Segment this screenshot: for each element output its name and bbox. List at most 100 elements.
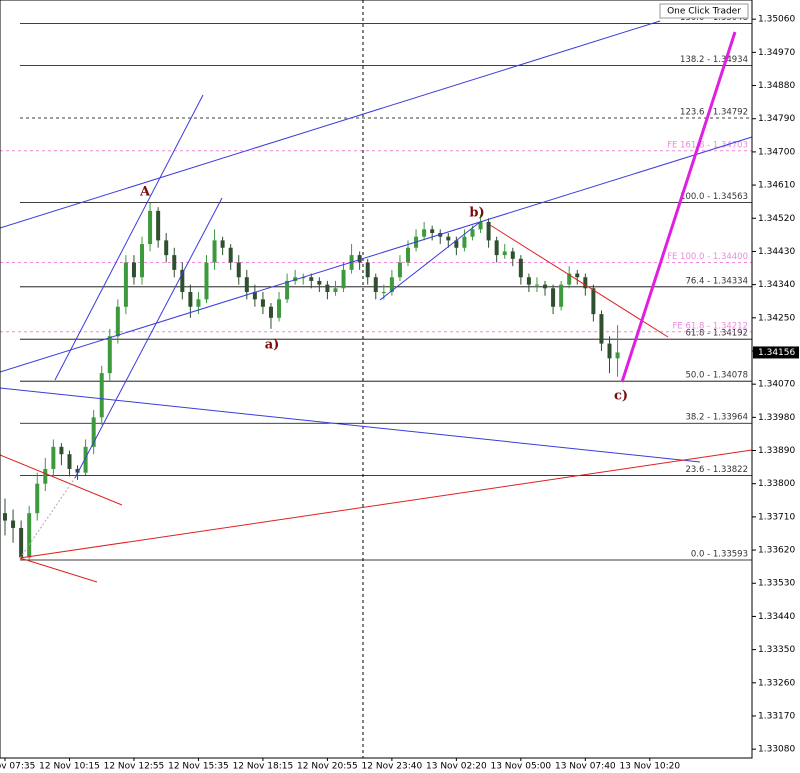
candle-body: [188, 291, 193, 307]
x-tick-label: 12 Nov 12:55: [104, 762, 165, 772]
candle-body: [446, 236, 451, 241]
candle-body: [422, 229, 427, 237]
candle-body: [333, 288, 338, 292]
y-tick-label: 1.34790: [758, 114, 795, 124]
candle-body: [357, 255, 362, 263]
candle-body: [75, 468, 80, 473]
y-tick-label: 1.33350: [758, 645, 795, 655]
candle-body: [228, 247, 233, 263]
x-tick-label: 13 Nov 02:20: [426, 762, 487, 772]
fib-label: 0.0 - 1.33593: [691, 550, 748, 560]
x-tick-label: 12 Nov 15:35: [168, 762, 229, 772]
fib-label: 50.0 - 1.34078: [685, 371, 748, 381]
candle-body: [543, 284, 548, 289]
candle-body: [59, 446, 64, 455]
candle-body: [534, 284, 539, 286]
y-tick-label: 1.33800: [758, 479, 795, 489]
candle-body: [51, 446, 56, 469]
candle-body: [277, 299, 282, 318]
candle-body: [3, 513, 7, 521]
candle-body: [583, 277, 588, 289]
candle-body: [325, 284, 330, 292]
candle-body: [91, 417, 96, 447]
fe-label: FE 161.8 - 1.34703: [667, 140, 748, 150]
trendline: [19, 477, 76, 559]
candle-body: [591, 288, 596, 315]
x-tick-label: 12 Nov 20:55: [297, 762, 358, 772]
candle-body: [381, 291, 386, 293]
candle-body: [309, 277, 314, 281]
current-price-box: [753, 346, 799, 359]
candle-body: [99, 373, 104, 418]
one-click-panel[interactable]: [659, 3, 749, 19]
candle-body: [67, 454, 72, 469]
candle-body: [131, 262, 136, 278]
candle-body: [575, 273, 580, 278]
candle-body: [454, 240, 459, 248]
candle-body: [599, 314, 604, 344]
candle-body: [470, 229, 475, 237]
x-tick-label: 13 Nov 07:40: [555, 762, 616, 772]
trendline: [379, 221, 481, 301]
candle-body: [148, 210, 153, 245]
candle-body: [164, 240, 169, 256]
x-tick-label: 12 Nov 23:40: [362, 762, 423, 772]
candle-body: [518, 258, 523, 278]
candle-body: [494, 240, 499, 256]
candle-body: [341, 269, 346, 289]
trendline: [19, 449, 753, 559]
x-tick-label: 12 Nov 10:15: [39, 762, 100, 772]
y-tick-label: 1.34520: [758, 214, 795, 224]
candle-body: [19, 527, 24, 558]
candle-body: [196, 299, 201, 307]
trendline: [0, 136, 753, 373]
candle-body: [204, 262, 209, 300]
fib-label: 100.0 - 1.34563: [680, 192, 748, 202]
fe-label: FE 61.8 - 1.34212: [672, 321, 748, 331]
trendline: [74, 197, 223, 479]
fib-label: 123.6 - 1.34792: [680, 107, 748, 117]
x-tick-label: 13 Nov 10:20: [619, 762, 680, 772]
plot-frame: [0, 0, 753, 759]
fib-label: 138.2 - 1.34934: [680, 55, 748, 65]
candle-body: [615, 352, 620, 359]
candle-body: [607, 343, 612, 359]
candle-body: [478, 221, 483, 230]
candle-body: [510, 251, 515, 259]
candle-body: [252, 291, 257, 300]
y-tick-label: 1.33080: [758, 745, 795, 755]
y-tick-label: 1.34700: [758, 147, 795, 157]
y-tick-label: 1.34610: [758, 181, 795, 191]
wave-label: a): [265, 338, 280, 353]
candle-body: [172, 255, 177, 270]
candle-body: [397, 262, 402, 278]
candle-body: [11, 520, 16, 528]
candle-body: [27, 513, 32, 558]
candle-body: [220, 240, 225, 248]
fib-label: 38.2 - 1.33964: [685, 413, 748, 423]
candle-body: [365, 262, 370, 278]
fib-label: 23.6 - 1.33822: [685, 465, 748, 475]
candle-body: [107, 336, 112, 374]
candle-body: [317, 280, 322, 285]
fib-label: 76.4 - 1.34334: [685, 276, 748, 286]
candle-body: [430, 229, 435, 234]
trendline: [0, 454, 123, 506]
fe-label: FE 100.0 - 1.34400: [667, 252, 748, 262]
y-tick-label: 1.33170: [758, 711, 795, 721]
y-tick-label: 1.34880: [758, 81, 795, 91]
candle-body: [293, 277, 298, 281]
y-tick-label: 1.34070: [758, 380, 795, 390]
candle-body: [115, 306, 120, 337]
candle-body: [567, 273, 572, 285]
wave-label: b): [469, 206, 484, 221]
y-tick-label: 1.35060: [758, 15, 795, 25]
candle-body: [260, 299, 265, 307]
candle-body: [389, 277, 394, 292]
y-tick-label: 1.34250: [758, 313, 795, 323]
candle-body: [123, 262, 128, 307]
candle-body: [285, 280, 290, 300]
panel-label[interactable]: One Click Trader: [667, 7, 741, 17]
trendline: [19, 557, 98, 583]
